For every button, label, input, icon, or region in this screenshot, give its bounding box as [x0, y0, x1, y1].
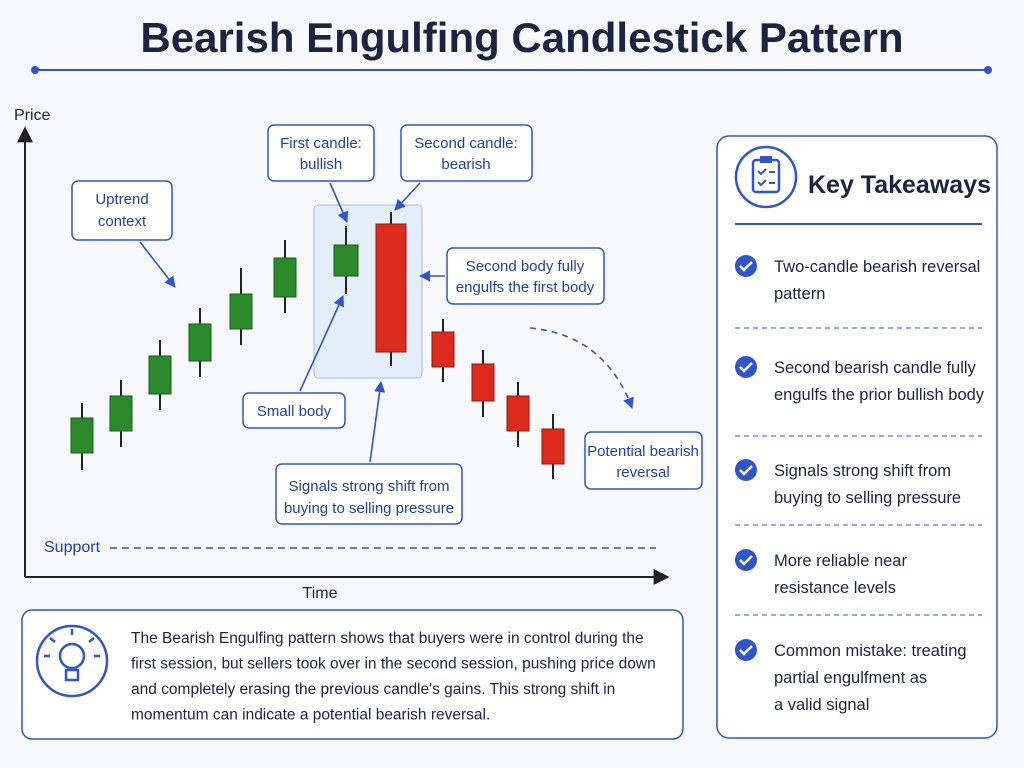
x-axis-label: Time [303, 585, 338, 602]
takeaway-item: Two-candle bearish reversal pattern [735, 255, 980, 303]
callout-box [400, 124, 533, 182]
text-line: pattern [774, 285, 825, 303]
check-icon [735, 549, 757, 571]
text-line: Second candle: [414, 135, 517, 152]
check-mark [739, 362, 753, 373]
takeaway-item: Signals strong shift from buying to selli… [735, 459, 961, 507]
check-icon [735, 639, 757, 661]
text-line: buying to selling pressure [774, 489, 961, 507]
callout-box [242, 392, 346, 429]
takeaway-list: Two-candle bearish reversal pattern Second… [735, 255, 985, 714]
check-icon [735, 459, 757, 481]
rule-dot [31, 66, 39, 74]
takeaways-panel [716, 135, 998, 739]
check-mark [739, 645, 753, 656]
description-box [21, 609, 684, 740]
callout: First candle: bullish [280, 135, 362, 173]
text-line: Second body fully [466, 258, 585, 275]
takeaway-item: Common mistake: treating partial engulfme… [735, 639, 967, 714]
rule-dot [984, 66, 992, 74]
callout: Small body [257, 403, 332, 420]
callout: Second body fully engulfs the first body [456, 258, 595, 296]
check-icon [735, 356, 757, 378]
text-line: engulfs the prior bullish body [774, 386, 985, 404]
text-line: Common mistake: treating [774, 642, 967, 660]
takeaways-title: Key Takeaways [808, 171, 991, 199]
text-line: Potential bearish [587, 443, 699, 460]
text-line: Two-candle bearish reversal [774, 258, 980, 276]
text-line: Uptrend [95, 191, 148, 208]
callout: Potential bearish reversal [587, 443, 699, 481]
trend-arrow [529, 327, 634, 410]
takeaway-item: Second bearish candle fully engulfs the p… [735, 356, 985, 404]
text-line: context [98, 213, 147, 230]
text-line: a valid signal [774, 696, 869, 714]
text-line: Small body [257, 403, 332, 420]
callout-arrow [394, 182, 421, 211]
callout-arrow [299, 294, 344, 392]
callout-box [267, 124, 375, 182]
text-line: engulfs the first body [456, 279, 595, 296]
description: The Bearish Engulfing pattern shows that… [131, 630, 656, 724]
text-line: and completely erasing the previous cand… [131, 681, 615, 698]
check-mark [739, 261, 753, 272]
support-label: Support [44, 539, 101, 556]
check-icon [735, 255, 757, 277]
check-mark [739, 465, 753, 476]
text-line: resistance levels [774, 579, 896, 597]
text-line: buying to selling pressure [284, 500, 454, 517]
text-line: bullish [300, 156, 343, 173]
candles [70, 212, 565, 479]
callout-arrow [329, 182, 349, 224]
y-axis-label: Price [14, 107, 51, 124]
callout-box [71, 180, 173, 241]
text-line: bearish [441, 156, 490, 173]
check-mark [739, 555, 753, 566]
callout-box [446, 247, 605, 305]
callout-box [275, 463, 463, 525]
text-line: The Bearish Engulfing pattern shows that… [131, 630, 644, 647]
callout-arrow [139, 241, 176, 288]
callout: Second candle: bearish [414, 135, 517, 173]
callout-box [584, 431, 703, 490]
text-line: More reliable near [774, 552, 907, 570]
text-line: reversal [616, 464, 669, 481]
takeaway-item: More reliable near resistance levels [735, 549, 907, 597]
text-line: Signals strong shift from [289, 478, 450, 495]
bulb-icon [35, 624, 109, 698]
text-line: Second bearish candle fully [774, 359, 977, 377]
text-line: Signals strong shift from [774, 462, 951, 480]
title: Bearish Engulfing Candlestick Pattern [140, 14, 903, 61]
clipboard-icon [734, 145, 798, 209]
text-line: partial engulfment as [774, 669, 927, 687]
callout: Uptrend context [95, 191, 148, 230]
text-line: first session, but sellers took over in … [131, 656, 656, 673]
callout-arrow [369, 380, 386, 463]
text-line: First candle: [280, 135, 362, 152]
callout: Signals strong shift from buying to selli… [284, 478, 454, 517]
text-line: momentum can indicate a potential bearis… [131, 707, 490, 724]
